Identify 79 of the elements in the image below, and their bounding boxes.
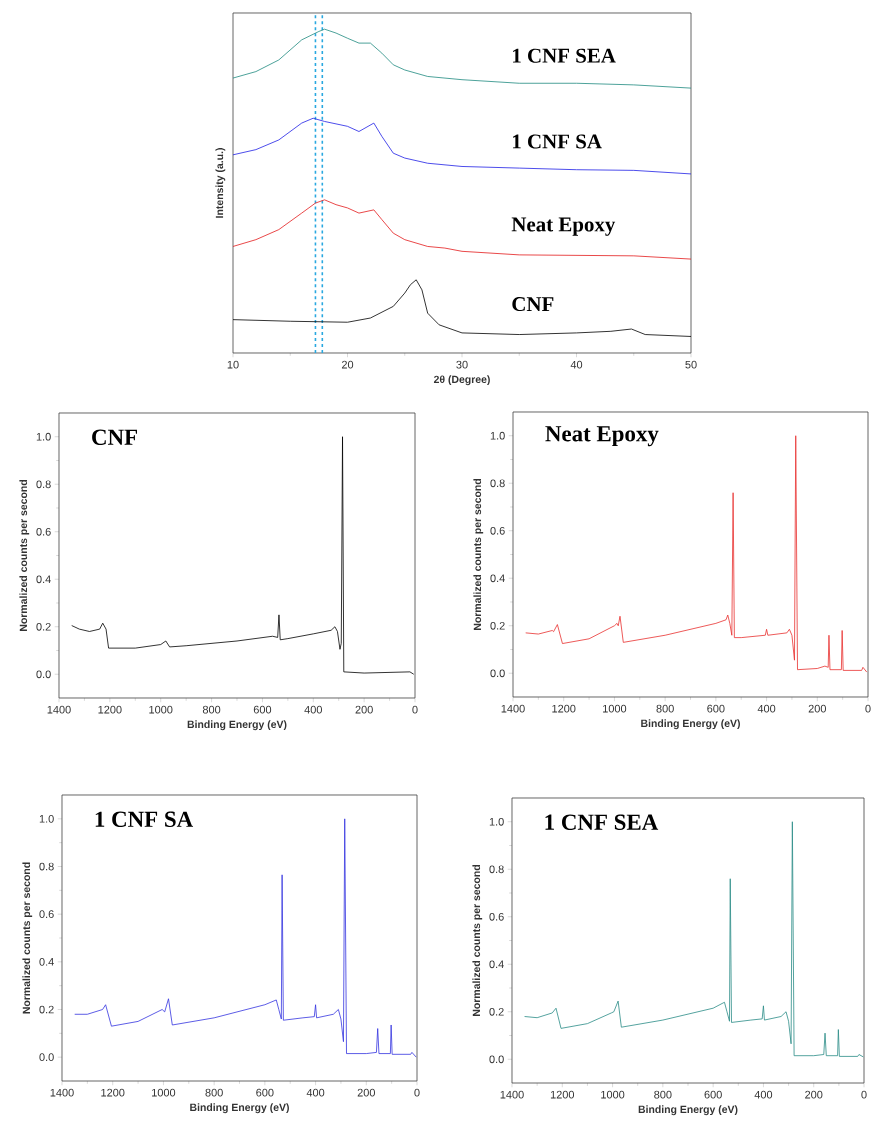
y-tick-label: 0.2 bbox=[489, 1007, 504, 1016]
x-tick-label: 1000 bbox=[149, 705, 173, 714]
x-tick-label: 400 bbox=[306, 1088, 325, 1097]
x-tick-label: 600 bbox=[704, 1090, 722, 1099]
x-tick-label: 1000 bbox=[603, 704, 627, 713]
y-axis-title: Normalized counts per second bbox=[22, 862, 33, 1014]
x-tick-label: 600 bbox=[707, 704, 725, 713]
y-tick-label: 0.8 bbox=[36, 480, 51, 489]
x-tick-label: 1400 bbox=[47, 705, 71, 714]
text: 1 CNF SA bbox=[95, 811, 194, 827]
x-tick-label: 600 bbox=[253, 705, 272, 714]
x-tick-label: 1000 bbox=[152, 1088, 176, 1097]
x-tick-label: 1200 bbox=[550, 1090, 575, 1099]
x-tick-label: 0 bbox=[414, 1088, 420, 1097]
x-tick-label: 400 bbox=[304, 705, 322, 714]
x-tick-label: 200 bbox=[805, 1090, 823, 1099]
x-tick-label: 0 bbox=[412, 705, 418, 714]
x-axis-title: Binding Energy (eV) bbox=[190, 1103, 289, 1114]
x-tick-label: 400 bbox=[754, 1090, 773, 1099]
x-tick-label: 1200 bbox=[98, 705, 122, 714]
x-axis-title: Binding Energy (eV) bbox=[641, 719, 740, 730]
y-tick-label: 0.6 bbox=[39, 910, 54, 919]
x-tick-label: 800 bbox=[656, 704, 674, 713]
text: Neat Epoxy bbox=[545, 426, 659, 447]
y-tick-label: 0.8 bbox=[489, 865, 504, 874]
y-axis-title: Normalized counts per second bbox=[472, 865, 483, 1016]
y-tick-label: 0.8 bbox=[39, 862, 54, 871]
text: CNF bbox=[92, 429, 137, 445]
series-label: 1 CNF SA bbox=[513, 134, 602, 149]
x-tick-label: 1400 bbox=[500, 1090, 524, 1099]
x-tick-label: 600 bbox=[256, 1088, 274, 1097]
y-tick-label: 0.4 bbox=[36, 575, 51, 584]
y-axis-title: Normalized counts per second bbox=[19, 480, 30, 631]
series-label: Neat Epoxy bbox=[511, 217, 616, 236]
y-tick-label: 0.2 bbox=[490, 621, 505, 630]
x-tick-label: 30 bbox=[456, 360, 468, 369]
x-tick-label: 800 bbox=[202, 705, 221, 714]
x-axis-title: 2θ (Degree) bbox=[433, 375, 490, 386]
series-label: CNF bbox=[512, 297, 554, 312]
series-label: 1 CNF SEA bbox=[513, 48, 616, 63]
y-tick-label: 0.2 bbox=[39, 1005, 54, 1014]
x-tick-label: 0 bbox=[865, 704, 871, 713]
x-tick-label: 40 bbox=[570, 360, 583, 369]
text: 1 CNF SEA bbox=[545, 814, 659, 830]
y-tick-label: 0.0 bbox=[36, 670, 51, 679]
y-tick-label: 0.0 bbox=[490, 669, 505, 678]
x-axis-title: Binding Energy (eV) bbox=[638, 1105, 738, 1116]
x-axis-title: Binding Energy (eV) bbox=[187, 720, 287, 731]
y-tick-label: 1.0 bbox=[489, 817, 504, 826]
x-tick-label: 1200 bbox=[552, 704, 576, 713]
y-tick-label: 0.4 bbox=[489, 960, 504, 969]
x-tick-label: 400 bbox=[757, 704, 776, 713]
y-tick-label: 0.6 bbox=[36, 527, 51, 536]
y-tick-label: 1.0 bbox=[490, 431, 505, 440]
x-tick-label: 1400 bbox=[50, 1088, 74, 1097]
y-tick-label: 0.8 bbox=[490, 479, 505, 488]
y-tick-label: 0.4 bbox=[490, 574, 505, 583]
y-tick-label: 0.0 bbox=[39, 1053, 54, 1062]
x-tick-label: 1200 bbox=[101, 1088, 125, 1097]
x-tick-label: 200 bbox=[355, 705, 373, 714]
y-axis-title: Normalized counts per second bbox=[473, 479, 484, 630]
y-axis-title: Intensity (a.u.) bbox=[215, 148, 226, 218]
y-tick-label: 0.4 bbox=[39, 957, 54, 966]
y-tick-label: 0.6 bbox=[489, 912, 504, 921]
x-tick-label: 1000 bbox=[601, 1090, 625, 1099]
y-tick-label: 1.0 bbox=[39, 814, 54, 823]
y-tick-label: 0.2 bbox=[36, 622, 51, 631]
x-tick-label: 1400 bbox=[501, 704, 525, 713]
x-tick-label: 200 bbox=[808, 704, 826, 713]
x-tick-label: 50 bbox=[685, 360, 697, 369]
x-tick-label: 800 bbox=[205, 1088, 223, 1097]
x-tick-label: 10 bbox=[227, 360, 239, 369]
y-tick-label: 0.6 bbox=[490, 526, 505, 535]
x-tick-label: 800 bbox=[654, 1090, 672, 1099]
y-tick-label: 0.0 bbox=[489, 1055, 504, 1064]
x-tick-label: 0 bbox=[861, 1090, 867, 1099]
x-tick-label: 200 bbox=[357, 1088, 375, 1097]
x-tick-label: 20 bbox=[341, 360, 354, 369]
y-tick-label: 1.0 bbox=[36, 432, 51, 441]
